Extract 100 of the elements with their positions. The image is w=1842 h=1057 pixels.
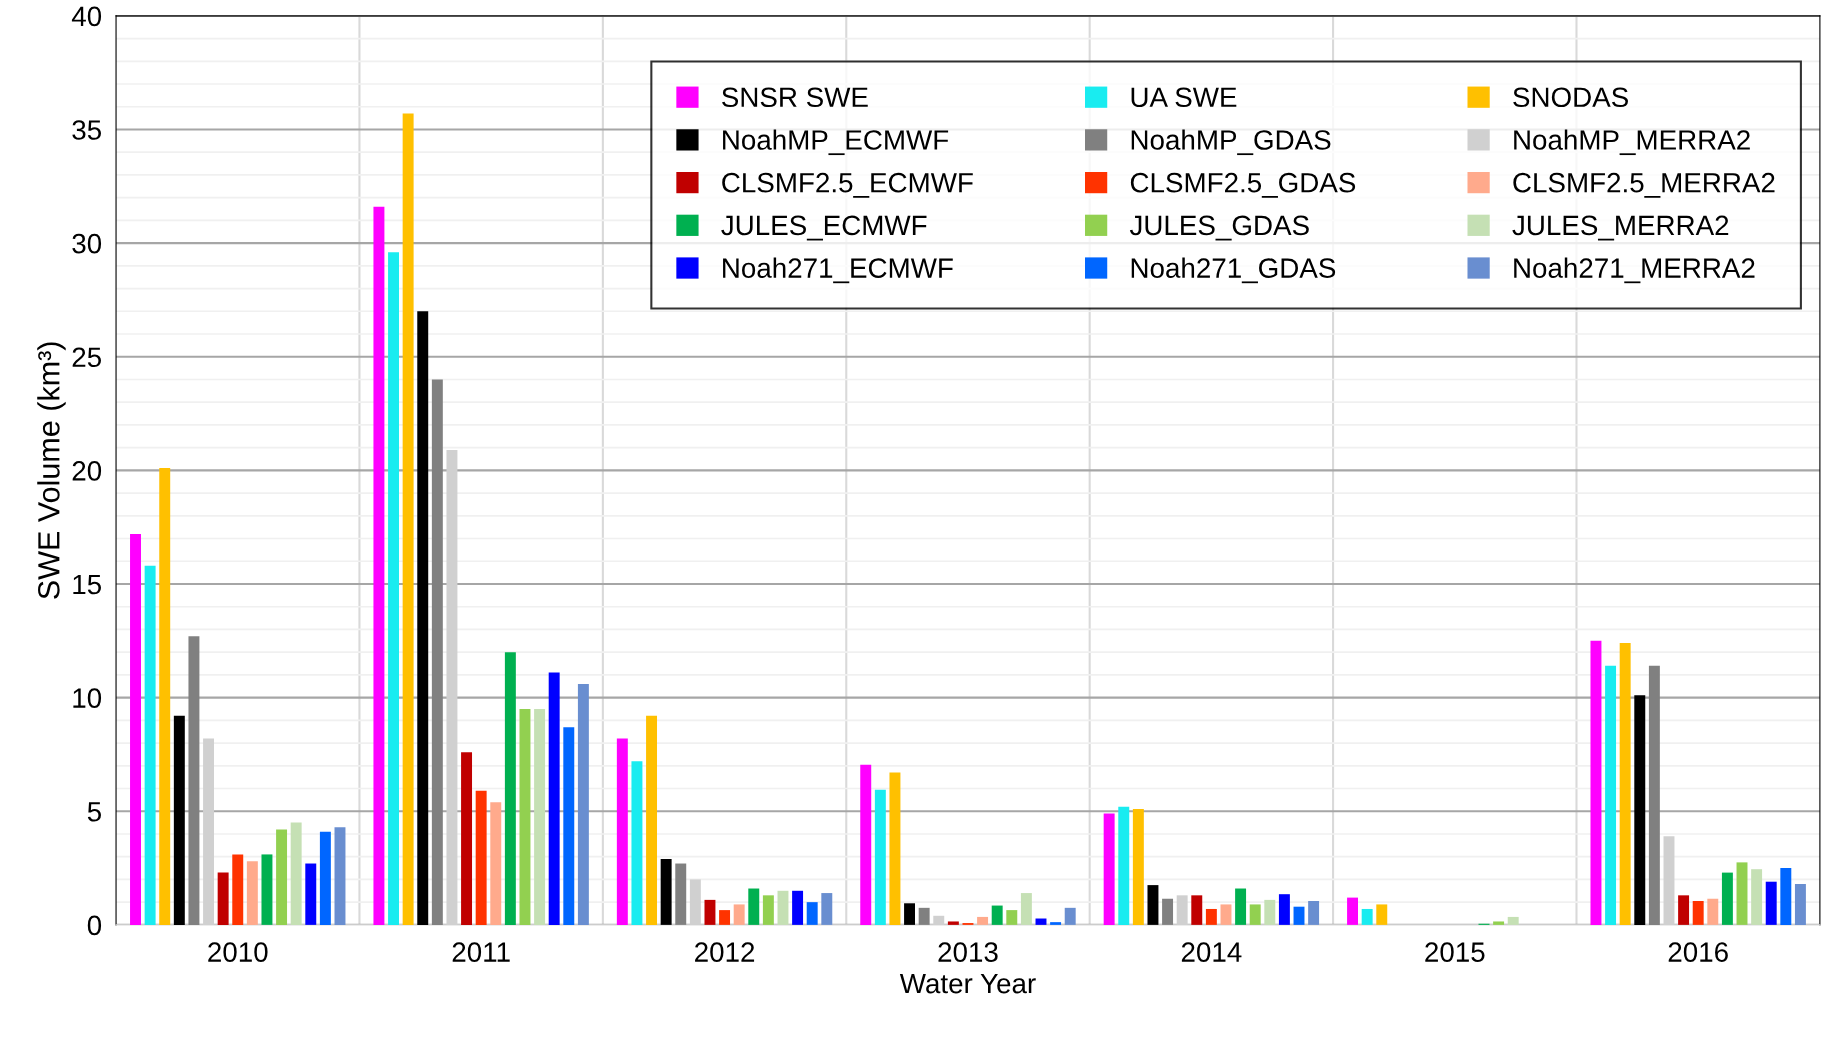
legend-label: NoahMP_ECMWF [723, 129, 949, 156]
bar [144, 565, 156, 925]
x-tick-label: 2015 [1425, 942, 1485, 962]
legend-label: NoahMP_GDAS [1131, 129, 1331, 156]
bar [402, 113, 414, 925]
y-tick-label: 30 [72, 233, 102, 254]
bar [548, 672, 560, 925]
bar [1278, 894, 1290, 925]
bar [947, 921, 959, 925]
bar [646, 715, 658, 925]
bar [1006, 910, 1018, 925]
bar [417, 311, 429, 925]
bar [1147, 885, 1159, 925]
bar [563, 727, 575, 925]
bar [1707, 898, 1719, 925]
legend-label: CLSMF2.5_MERRA2 [1513, 172, 1775, 198]
bar [704, 899, 716, 925]
bar [1721, 872, 1733, 925]
y-tick-label: 20 [72, 461, 102, 481]
bar [290, 822, 302, 925]
legend-label: Noah271_ECMWF [723, 257, 953, 284]
bar [719, 910, 731, 925]
bar [232, 854, 244, 925]
legend-label: UA SWE [1131, 87, 1237, 108]
bar [504, 652, 516, 925]
legend-label: SNSR SWE [722, 87, 868, 108]
bar [660, 858, 672, 925]
bar [1634, 695, 1646, 925]
y-tick-label: 25 [72, 347, 101, 368]
x-tick-label: 2010 [208, 942, 268, 962]
bar [889, 772, 901, 925]
bar [1736, 862, 1748, 925]
bar [792, 890, 804, 925]
x-tick-label: 2012 [695, 942, 755, 962]
bar [733, 904, 745, 925]
legend-label: Noah271_MERRA2 [1514, 257, 1755, 284]
legend-label: Noah271_GDAS [1131, 257, 1336, 284]
bar [1590, 640, 1602, 925]
bar [1235, 888, 1247, 925]
bar [373, 206, 385, 925]
bar [1648, 665, 1660, 925]
bar [1376, 904, 1388, 925]
bar [1103, 813, 1115, 925]
y-tick-label: 0 [87, 915, 102, 936]
bar [675, 863, 687, 925]
bar [777, 890, 789, 925]
bar [475, 790, 487, 925]
legend-label: JULES_GDAS [1129, 215, 1309, 241]
bar [490, 802, 502, 925]
bar [860, 764, 872, 925]
x-tick-label: 2013 [938, 942, 998, 962]
bar [762, 895, 774, 925]
bar [1293, 906, 1305, 925]
x-tick-label: 2011 [452, 942, 510, 962]
bar [904, 903, 916, 925]
bar [276, 829, 288, 925]
bar [1678, 895, 1690, 925]
bar [261, 854, 273, 925]
bar [1050, 922, 1062, 925]
legend-label: CLSMF2.5_GDAS [1130, 172, 1356, 198]
bar [806, 902, 818, 925]
bar [1765, 881, 1777, 925]
bar [334, 827, 346, 925]
y-tick-label: 10 [73, 688, 102, 708]
bar [388, 252, 400, 925]
bar [1780, 868, 1792, 925]
x-tick-label: 2016 [1668, 942, 1728, 962]
bar [1619, 643, 1631, 925]
bar [1308, 901, 1320, 925]
x-axis-title: Water Year [899, 974, 1036, 994]
bar [1162, 898, 1174, 925]
bar [1205, 908, 1217, 925]
y-axis-title: SWE Volume (km³) [37, 342, 66, 599]
legend-label: NoahMP_MERRA2 [1514, 129, 1750, 156]
bar [1020, 893, 1032, 925]
y-tick-label: 40 [71, 6, 102, 27]
bar [305, 863, 317, 925]
y-tick-label: 15 [73, 574, 101, 595]
bar [616, 738, 628, 925]
bar [1118, 806, 1130, 925]
bar [217, 872, 229, 925]
bar [188, 636, 200, 925]
bar [1191, 895, 1203, 925]
bar [1507, 916, 1519, 925]
bar [1249, 904, 1261, 925]
x-tick-label: 2014 [1181, 942, 1242, 962]
bar [461, 752, 473, 925]
bar [319, 831, 331, 925]
bar [1361, 908, 1373, 925]
bar [1605, 665, 1617, 925]
bar [1132, 808, 1144, 925]
bar [874, 789, 886, 925]
bar [577, 683, 589, 925]
bar [246, 861, 258, 925]
legend-label: JULES_MERRA2 [1512, 215, 1729, 241]
bar [1347, 897, 1359, 925]
legend-label: SNODAS [1513, 87, 1628, 108]
y-tick-label: 35 [72, 120, 101, 140]
legend-label: JULES_ECMWF [721, 215, 927, 241]
bar [519, 708, 531, 925]
